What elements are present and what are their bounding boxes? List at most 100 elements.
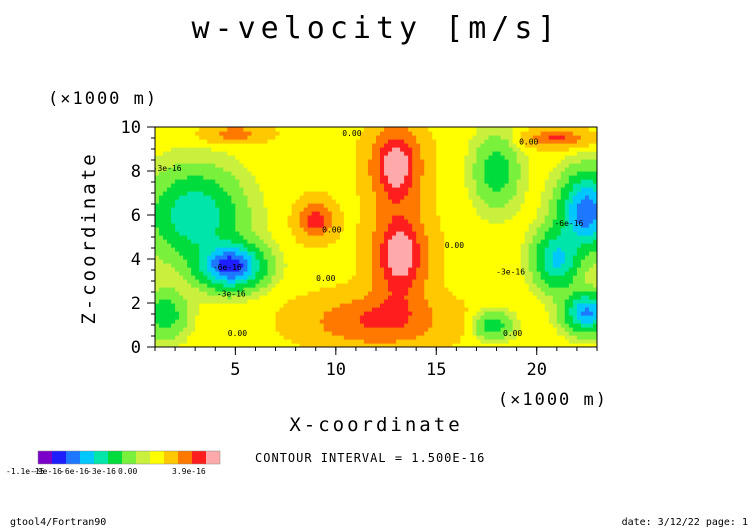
contour-cell	[388, 223, 393, 228]
contour-cell	[279, 139, 285, 144]
contour-cell	[444, 227, 449, 232]
contour-cell	[396, 287, 401, 292]
contour-cell	[199, 323, 204, 328]
contour-cell	[432, 179, 437, 184]
contour-cell	[227, 191, 232, 196]
contour-cell	[452, 155, 457, 160]
contour-cell	[163, 307, 168, 312]
contour-cell	[339, 307, 345, 312]
contour-cell	[484, 191, 490, 196]
contour-cell	[163, 155, 168, 160]
contour-cell	[363, 227, 369, 232]
contour-cell	[243, 227, 249, 232]
contour-cell	[452, 183, 457, 188]
contour-cell	[191, 271, 196, 276]
contour-cell	[303, 163, 309, 168]
contour-cell	[227, 143, 232, 148]
contour-cell	[243, 287, 249, 292]
contour-cell	[428, 191, 433, 196]
contour-cell	[335, 187, 341, 192]
contour-cell	[183, 143, 188, 148]
contour-cell	[167, 267, 172, 272]
contour-cell	[376, 275, 381, 280]
contour-cell	[512, 151, 518, 156]
contour-cell	[175, 315, 180, 320]
contour-cell	[472, 131, 478, 136]
contour-cell	[315, 339, 321, 344]
contour-cell	[392, 259, 397, 264]
contour-cell	[303, 335, 309, 340]
contour-cell	[219, 327, 224, 332]
contour-cell	[472, 239, 478, 244]
contour-cell	[488, 331, 494, 336]
contour-cell	[255, 243, 261, 248]
contour-cell	[516, 295, 522, 300]
contour-cell	[504, 291, 510, 296]
contour-cell	[400, 323, 405, 328]
contour-cell	[247, 195, 253, 200]
contour-cell	[307, 311, 313, 316]
contour-cell	[512, 275, 518, 280]
contour-cell	[424, 143, 429, 148]
contour-cell	[315, 243, 321, 248]
contour-cell	[247, 175, 253, 180]
contour-cell	[396, 267, 401, 272]
contour-cell	[371, 279, 377, 284]
contour-cell	[400, 199, 405, 204]
contour-cell	[392, 195, 397, 200]
contour-cell	[355, 227, 361, 232]
contour-cell	[504, 135, 510, 140]
contour-cell	[187, 275, 192, 280]
contour-cell	[428, 171, 433, 176]
contour-cell	[199, 175, 204, 180]
contour-cell	[500, 163, 506, 168]
contour-cell	[363, 307, 369, 312]
contour-cell	[492, 343, 498, 347]
contour-cell	[343, 335, 349, 340]
contour-cell	[359, 327, 365, 332]
contour-cell	[163, 319, 168, 324]
contour-cell	[163, 267, 168, 272]
contour-cell	[516, 267, 522, 272]
contour-cell	[303, 147, 309, 152]
contour-cell	[516, 263, 522, 268]
contour-cell	[335, 275, 341, 280]
contour-cell	[464, 127, 470, 132]
contour-cell	[155, 243, 160, 248]
contour-cell	[255, 151, 261, 156]
contour-cell	[223, 167, 228, 172]
contour-cell	[163, 295, 168, 300]
contour-cell	[279, 259, 285, 264]
contour-cell	[299, 275, 305, 280]
contour-cell	[504, 251, 510, 256]
contour-cell	[199, 275, 204, 280]
contour-cell	[179, 151, 184, 156]
contour-cell	[223, 187, 228, 192]
contour-cell	[500, 171, 506, 176]
contour-cell	[275, 255, 281, 260]
contour-cell	[235, 127, 240, 132]
contour-cell	[460, 127, 465, 132]
contour-cell	[416, 143, 421, 148]
contour-cell	[223, 211, 228, 216]
contour-cell	[388, 219, 393, 224]
contour-cell	[199, 171, 204, 176]
contour-cell	[323, 303, 329, 308]
contour-cell	[311, 327, 317, 332]
contour-cell	[259, 315, 265, 320]
contour-cell	[492, 315, 498, 320]
contour-cell	[396, 311, 401, 316]
contour-cell	[271, 211, 277, 216]
contour-cell	[440, 171, 445, 176]
contour-cell	[452, 207, 457, 212]
contour-cell	[219, 283, 224, 288]
contour-cell	[191, 215, 196, 220]
contour-cell	[247, 187, 253, 192]
contour-cell	[183, 339, 188, 344]
contour-cell	[392, 191, 397, 196]
contour-cell	[307, 275, 313, 280]
contour-cell	[163, 199, 168, 204]
contour-cell	[468, 311, 474, 316]
contour-cell	[404, 263, 409, 268]
contour-cell	[496, 159, 502, 164]
